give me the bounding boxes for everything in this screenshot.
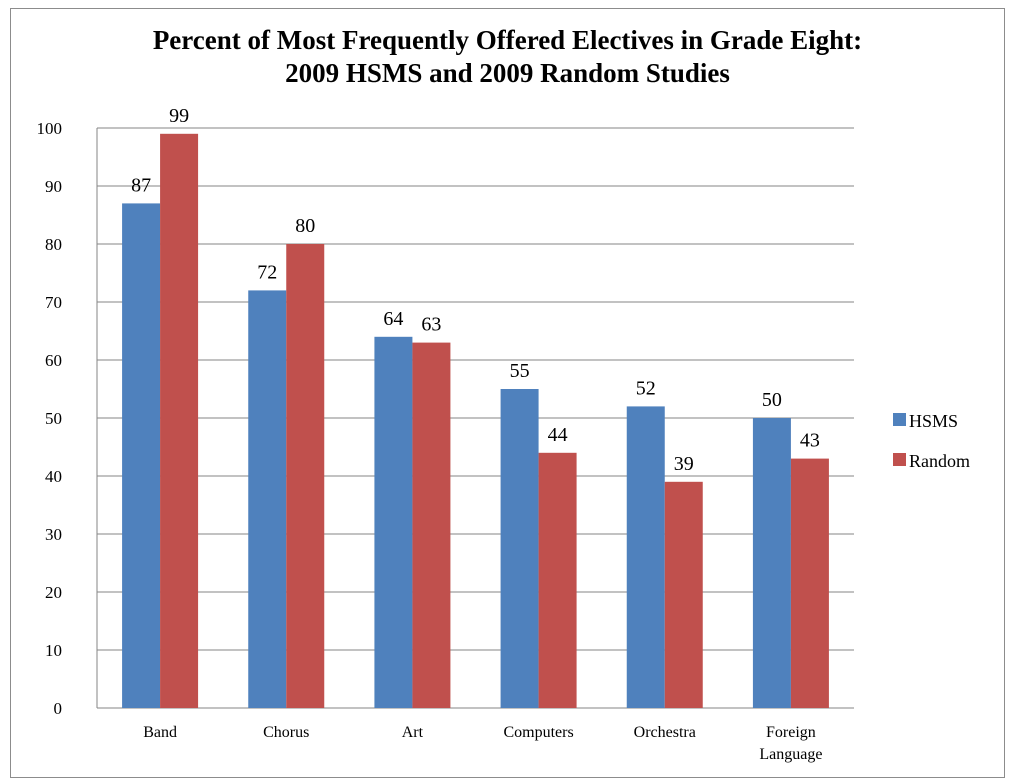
y-tick-label: 90 — [45, 177, 62, 196]
data-label: 43 — [800, 430, 820, 452]
chart-title-line-2: 2009 HSMS and 2009 Random Studies — [285, 58, 730, 88]
x-tick-label: Language — [759, 746, 822, 763]
y-axis-tick-labels: 0 10 20 30 40 50 60 70 80 90 100 — [37, 119, 63, 718]
bar-hsms — [122, 203, 161, 708]
gridlines — [97, 127, 854, 651]
x-axis-tick-labels: Band Chorus Art Computers Orchestra Foreign La… — [143, 724, 822, 763]
axes — [96, 128, 854, 709]
y-tick-label: 20 — [45, 583, 62, 602]
x-tick-label: Computers — [503, 724, 573, 741]
bar-random — [538, 452, 577, 708]
legend-label-hsms: HSMS — [909, 411, 958, 431]
data-label: 99 — [169, 105, 189, 127]
data-label: 63 — [421, 314, 441, 336]
bar-random — [160, 133, 199, 709]
data-label: 52 — [636, 377, 656, 399]
legend: HSMS Random — [893, 411, 970, 471]
y-tick-label: 10 — [45, 641, 62, 660]
y-tick-label: 0 — [54, 699, 63, 718]
bar-hsms — [626, 406, 665, 708]
bar-random — [412, 342, 451, 708]
data-label: 55 — [510, 360, 530, 382]
legend-label-random: Random — [909, 451, 970, 471]
y-tick-label: 100 — [37, 119, 63, 138]
y-tick-label: 60 — [45, 351, 62, 370]
y-tick-label: 70 — [45, 293, 62, 312]
y-tick-label: 30 — [45, 525, 62, 544]
data-label: 72 — [257, 261, 277, 283]
x-tick-label: Band — [143, 724, 177, 741]
data-label: 50 — [762, 389, 782, 411]
bar-hsms — [752, 418, 791, 708]
chart-title: Percent of Most Frequently Offered Elect… — [20, 24, 995, 90]
data-label: 80 — [295, 215, 315, 237]
bar-hsms — [500, 389, 539, 708]
bar-hsms — [374, 336, 413, 708]
x-tick-label: Art — [402, 724, 424, 741]
data-label: 64 — [383, 308, 403, 330]
y-tick-label: 80 — [45, 235, 62, 254]
y-tick-label: 50 — [45, 409, 62, 428]
bar-random — [790, 458, 829, 708]
x-tick-label: Orchestra — [634, 724, 696, 741]
data-label: 39 — [674, 453, 694, 475]
bar-hsms — [248, 290, 287, 708]
data-label: 87 — [131, 174, 151, 196]
bar-random — [664, 481, 703, 708]
data-labels: 87 99 72 80 64 63 55 44 52 39 50 43 — [131, 105, 820, 475]
legend-swatch-hsms — [893, 413, 906, 426]
bar-random — [286, 244, 325, 708]
bars — [122, 133, 829, 709]
legend-swatch-random — [893, 453, 906, 466]
x-tick-label: Chorus — [263, 724, 309, 741]
x-tick-label: Foreign — [766, 724, 816, 741]
data-label: 44 — [548, 424, 568, 446]
chart-title-line-1: Percent of Most Frequently Offered Elect… — [152, 25, 863, 55]
y-tick-label: 40 — [45, 467, 62, 486]
